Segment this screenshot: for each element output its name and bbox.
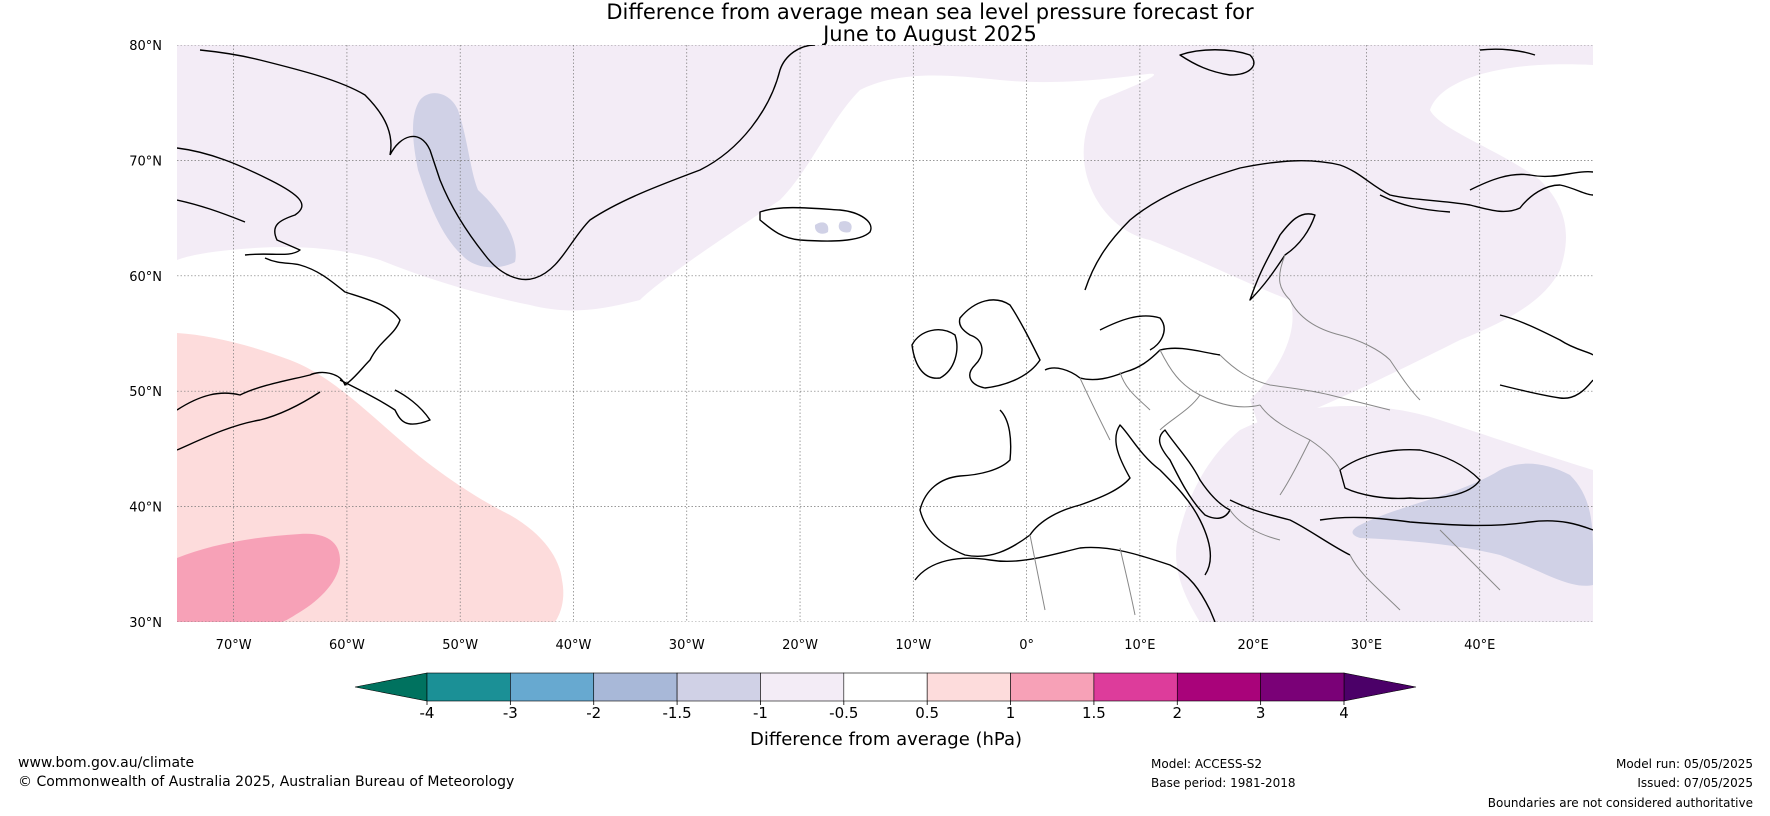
map-title-line-1: Difference from average mean sea level p…: [606, 0, 1254, 24]
copyright-text: © Commonwealth of Australia 2025, Austra…: [18, 774, 515, 790]
coastline-black-sea-turkey: [1319, 448, 1593, 531]
colorbar-tick-label: -4: [420, 704, 435, 722]
colorbar-tick-label: -1: [753, 704, 768, 722]
latitude-label: 70°N: [129, 154, 162, 169]
longitude-label: 30°E: [1351, 638, 1382, 653]
coastline-north-africa: [914, 499, 1351, 622]
colorbar-tick-label: 1.5: [1082, 704, 1106, 722]
colorbar-tick-label: -0.5: [829, 704, 858, 722]
model-run-date: Model run: 05/05/2025: [1615, 757, 1753, 771]
border-lines: [1029, 254, 1501, 616]
coastline-italy: [1158, 429, 1231, 519]
anomaly-region-greenland: [177, 45, 1593, 430]
coastline-greenland: [177, 45, 816, 281]
colorbar-segment: [676, 672, 761, 702]
colorbar-segment: [843, 672, 928, 702]
coastline-russia-north: [1379, 171, 1593, 399]
base-period: Base period: 1981-2018: [1151, 776, 1296, 790]
colorbar: -4 -3 -2 -1.5 -1 -0.5 0.5 1 1.5 2 3 4 Difference fro…: [354, 672, 1417, 750]
latitude-label: 40°N: [129, 501, 162, 516]
colorbar-tick-label: -1.5: [662, 704, 691, 722]
issued-date: Issued: 07/05/2025: [1637, 776, 1753, 790]
colorbar-segment: [1010, 672, 1095, 702]
colorbar-low-extend: [354, 672, 428, 702]
coastline-canada-east: [177, 257, 431, 451]
anomaly-region-west-atlantic-core: [177, 533, 340, 622]
longitude-label: 0°: [1019, 638, 1034, 653]
colorbar-segment: [1176, 672, 1261, 702]
colorbar-segment: [760, 672, 845, 702]
colorbar-high-extend: [1343, 672, 1417, 702]
map-title-line-2: June to August 2025: [823, 22, 1037, 46]
anomaly-region-mediterranean: [1176, 406, 1593, 622]
anomaly-region-greenland-core: [413, 93, 516, 268]
colorbar-segment: [1093, 672, 1178, 702]
longitude-label: 40°W: [556, 638, 592, 653]
longitude-label: 20°W: [782, 638, 818, 653]
longitude-label: 10°W: [895, 638, 931, 653]
coastline-svalbard: [1179, 48, 1536, 76]
latitude-label: 30°N: [129, 616, 162, 631]
graticule: [177, 45, 1593, 622]
latitude-label: 50°N: [129, 385, 162, 400]
colorbar-tick-label: 0.5: [915, 704, 939, 722]
model-name: Model: ACCESS-S2: [1151, 757, 1263, 771]
longitude-label: 60°W: [329, 638, 365, 653]
colorbar-label: Difference from average (hPa): [750, 729, 1022, 750]
longitude-label: 50°W: [442, 638, 478, 653]
longitude-label: 40°E: [1464, 638, 1495, 653]
coastline-great-britain: [958, 299, 1041, 389]
longitude-label: 20°E: [1238, 638, 1269, 653]
latitude-label: 60°N: [129, 270, 162, 285]
colorbar-tick-label: 1: [1006, 704, 1016, 722]
coastline-iceland: [759, 206, 872, 242]
colorbar-segment: [593, 672, 678, 702]
colorbar-tick-label: 4: [1339, 704, 1349, 722]
latitude-labels: 80°N 70°N 60°N 50°N 40°N 30°N: [129, 39, 162, 631]
longitude-labels: 70°W 60°W 50°W 40°W 30°W 20°W 10°W 0° 10°E 20°E 30…: [216, 638, 1496, 653]
longitude-label: 30°W: [669, 638, 705, 653]
coastline-scandinavia: [1084, 160, 1593, 351]
colorbar-segment: [926, 672, 1011, 702]
colorbar-segment: [426, 672, 511, 702]
latitude-label: 80°N: [129, 39, 162, 54]
national-borders: [1029, 254, 1501, 616]
boundaries-disclaimer: Boundaries are not considered authoritat…: [1487, 796, 1753, 810]
longitude-label: 10°E: [1124, 638, 1155, 653]
colorbar-tick-label: 2: [1172, 704, 1182, 722]
colorbar-segment: [1260, 672, 1345, 702]
website-link[interactable]: www.bom.gov.au/climate: [18, 755, 195, 771]
coastline-ireland: [911, 329, 958, 379]
coastline-europe-west: [919, 347, 1221, 576]
colorbar-tick-label: 3: [1256, 704, 1266, 722]
colorbar-tick-label: -3: [503, 704, 518, 722]
coastlines: [177, 45, 1593, 622]
colorbar-segment: [510, 672, 595, 702]
anomaly-region-iceland-dots: [814, 221, 852, 234]
colorbar-tick-label: -2: [586, 704, 601, 722]
longitude-label: 70°W: [216, 638, 252, 653]
